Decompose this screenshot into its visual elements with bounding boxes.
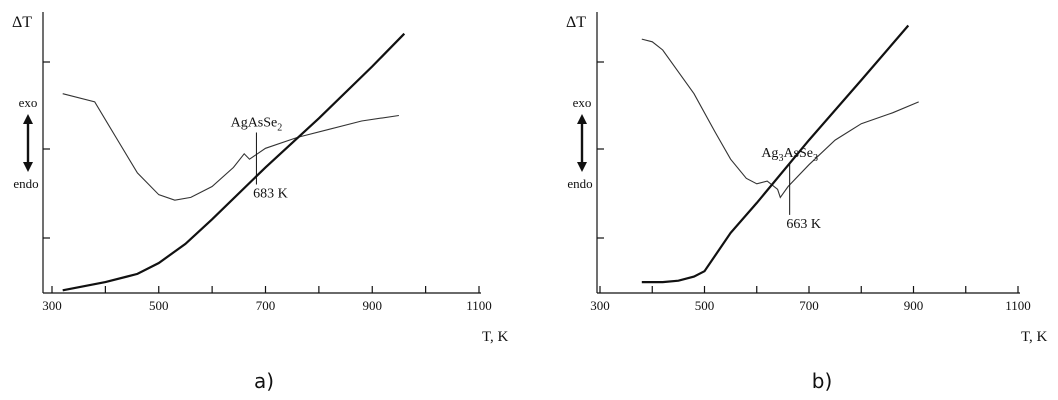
x-tick-label: 700 — [256, 298, 276, 313]
series-line-thick — [62, 32, 406, 292]
x-axis-label: T, K — [482, 329, 509, 345]
compound-subscript: 2 — [277, 122, 282, 133]
compound-subscript: 3 — [778, 153, 783, 164]
arrow-up-icon — [577, 114, 587, 124]
series-line-thin — [62, 93, 399, 201]
x-tick-label: 500 — [695, 298, 715, 313]
exo-label: exo — [573, 95, 592, 110]
arrow-up-icon — [23, 114, 33, 124]
event-temperature-label: 683 K — [253, 186, 288, 201]
compound-subscript-2: 3 — [813, 153, 818, 164]
x-tick-label: 900 — [904, 298, 924, 313]
x-tick-label: 500 — [149, 298, 169, 313]
panel-label: b) — [812, 369, 833, 393]
series-line-thick — [641, 24, 910, 284]
x-tick-label: 700 — [799, 298, 819, 313]
compound-base: AgAsSe — [231, 115, 278, 130]
compound-middle: AsSe — [783, 146, 813, 161]
exo-label: exo — [19, 95, 38, 110]
compound-base: Ag — [761, 146, 778, 161]
y-axis-label: ΔT — [566, 14, 586, 31]
x-axis-label: T, K — [1021, 329, 1048, 345]
x-tick-label: 1100 — [466, 298, 492, 313]
endo-label: endo — [567, 176, 592, 191]
y-axis-label: ΔT — [12, 14, 32, 31]
arrow-down-icon — [577, 162, 587, 172]
endo-label: endo — [13, 176, 38, 191]
panel-label: a) — [254, 369, 274, 393]
arrow-down-icon — [23, 162, 33, 172]
x-tick-label: 300 — [42, 298, 62, 313]
x-tick-label: 1100 — [1005, 298, 1031, 313]
compound-label: AgAsSe2 — [231, 115, 283, 133]
x-tick-label: 900 — [363, 298, 383, 313]
series-line-thin — [641, 38, 919, 199]
chart-panel-a: 300 500 700 900 1100 ΔT T, K exo endo AgAsSe2 683 … — [12, 12, 509, 393]
compound-label: Ag3AsSe3 — [761, 146, 818, 164]
event-temperature-label: 663 K — [786, 217, 821, 232]
x-tick-label: 300 — [590, 298, 610, 313]
